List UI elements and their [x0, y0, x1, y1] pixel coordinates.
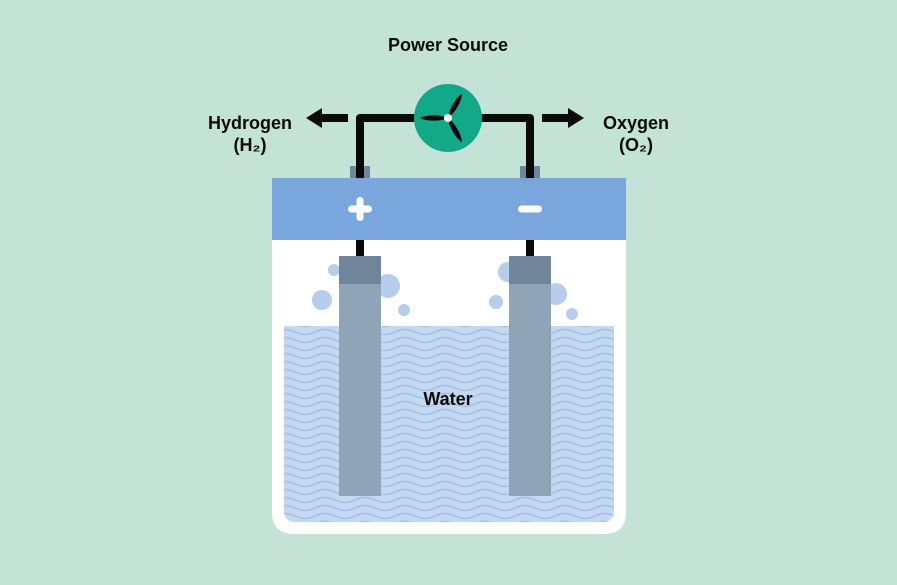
diagram-svg [0, 0, 897, 585]
water-label: Water [0, 389, 897, 411]
power-source-label: Power Source [0, 35, 897, 57]
bubble [398, 304, 410, 316]
bubble [566, 308, 578, 320]
oxygen-label: Oxygen (O₂) [188, 113, 897, 156]
minus-icon [518, 206, 542, 213]
electrolysis-diagram: Power Source Hydrogen (H₂) Oxygen (O₂) W… [0, 0, 897, 585]
bubble [312, 290, 332, 310]
bubble [489, 295, 503, 309]
tank-top-bar [272, 178, 626, 240]
water-fill [284, 326, 614, 522]
bubble [328, 264, 340, 276]
